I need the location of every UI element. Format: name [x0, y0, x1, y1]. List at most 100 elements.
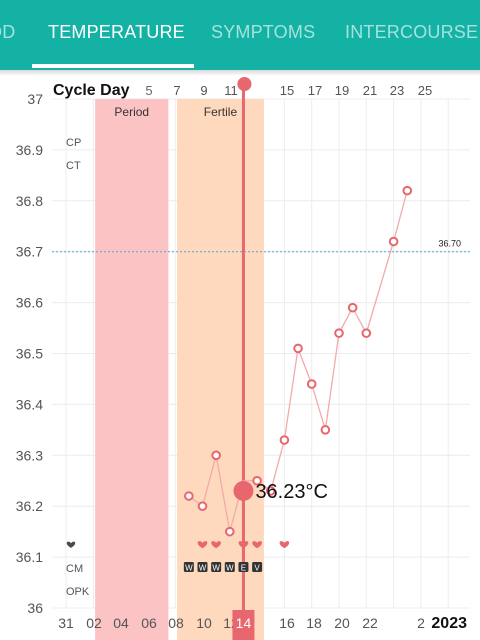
y-tick-label: 36.7 [16, 244, 43, 260]
date-tick: 10 [196, 615, 212, 631]
intercourse-markers [66, 541, 290, 549]
date-tick: 06 [141, 615, 157, 631]
date-axis: 31 02 04 06 08 10 12 16 18 20 22 214 2023 [58, 610, 467, 640]
date-tick: 22 [362, 615, 378, 631]
cycle-day-tick: 15 [280, 83, 294, 98]
coverline-label: 36.70 [438, 239, 461, 249]
cm-badge-label: V [254, 564, 260, 573]
cm-badge [211, 562, 222, 572]
cm-badge [252, 562, 263, 572]
cm-badge [238, 562, 249, 572]
y-tick-label: 36.6 [16, 295, 43, 311]
temperature-point [347, 302, 358, 313]
selected-temperature-label: 36.23°C [255, 481, 328, 503]
temperature-point [361, 328, 372, 338]
row-label-cm: CM [66, 563, 83, 575]
cycle-day-tick: 25 [418, 83, 432, 98]
temperature-point [265, 486, 276, 496]
cm-badge-label: E [241, 564, 246, 573]
heart-icon [66, 541, 76, 548]
temperature-point [197, 501, 208, 512]
tab-bar: OD TEMPERATURE SYMPTOMS INTERCOURSE [0, 0, 480, 70]
temperature-point [293, 343, 303, 354]
cycle-day-tick: 11 [224, 83, 238, 98]
y-tick-label: 36.5 [16, 346, 43, 362]
cycle-day-tick: 5 [145, 83, 152, 98]
temperature-point [388, 236, 399, 247]
period-band-label: Period [114, 105, 149, 119]
selected-temperature-point [233, 480, 254, 501]
cycle-day-tick: 19 [335, 83, 349, 98]
row-label-cp: CP [66, 137, 81, 149]
heart-icon [238, 541, 249, 549]
tab-od[interactable]: OD [0, 22, 16, 42]
y-tick-label: 36.4 [16, 396, 43, 412]
date-tick: 2 [417, 615, 425, 631]
cycle-bands [95, 99, 264, 640]
temperature-point [225, 526, 235, 537]
active-tab-indicator [32, 64, 194, 68]
date-highlight-label: 14 [236, 615, 252, 631]
tab-symptoms[interactable]: SYMPTOMS [211, 22, 316, 42]
cm-badge-label: W [226, 564, 234, 573]
date-tick: 20 [334, 615, 350, 631]
cycle-day-tick: 23 [390, 83, 404, 98]
temperature-point [306, 379, 317, 389]
cm-badge [183, 562, 194, 572]
row-label-ct: CT [66, 160, 81, 172]
temperature-point [184, 491, 194, 501]
heart-icon [252, 541, 262, 549]
coverline: 36.70 [52, 239, 470, 253]
y-axis: 37 36.9 36.8 36.7 36.6 36.5 36.4 36.3 36.2 36.1 36 [16, 91, 43, 616]
cm-badge-label: W [185, 564, 193, 573]
date-tick: 16 [279, 615, 295, 631]
cm-badge-label: W [212, 564, 220, 573]
cm-badge [197, 562, 208, 572]
heart-icon [211, 541, 221, 549]
today-line [237, 77, 252, 626]
fertile-band-label: Fertile [204, 105, 238, 119]
temperature-series: 36.23°C [184, 185, 413, 537]
cycle-day-title: Cycle Day [53, 82, 130, 99]
date-tick: 02 [86, 615, 102, 631]
date-tick: 04 [113, 615, 129, 631]
cycle-day-axis: Cycle Day 5 7 9 11 15 17 19 21 23 25 [53, 82, 432, 99]
temperature-point [252, 475, 262, 486]
cycle-day-tick: 17 [308, 83, 322, 98]
y-tick-label: 36.8 [16, 193, 43, 209]
date-tick: 31 [58, 615, 74, 631]
symptom-rows: CP CT CM OPK [66, 137, 90, 598]
cycle-day-tick: 9 [200, 83, 207, 98]
row-label-opk: OPK [66, 586, 90, 598]
today-marker-dot [237, 77, 252, 91]
cm-badge [224, 562, 235, 572]
temperature-point [211, 450, 221, 461]
year-label: 2023 [431, 615, 467, 632]
tab-temperature[interactable]: TEMPERATURE [48, 22, 185, 42]
y-tick-label: 36.1 [16, 549, 43, 565]
band-labels: Period Fertile [114, 105, 237, 119]
temperature-chart[interactable]: Period Fertile 36.70 36.23°C 37 36.9 36.8 36… [0, 70, 480, 640]
y-tick-label: 36 [27, 600, 43, 616]
cycle-day-tick: 21 [363, 83, 377, 98]
heart-icon [279, 541, 290, 549]
toolbar-shadow [0, 70, 480, 76]
y-tick-label: 36.9 [16, 142, 43, 158]
date-tick: 08 [168, 615, 184, 631]
cycle-day-tick: 7 [173, 83, 180, 98]
temperature-point [320, 425, 331, 435]
y-tick-label: 37 [27, 91, 43, 107]
temperature-point [402, 185, 413, 196]
date-highlight-box [232, 610, 255, 640]
tab-intercourse[interactable]: INTERCOURSE [345, 22, 479, 42]
y-tick-label: 36.3 [16, 447, 43, 463]
fertile-band [177, 99, 264, 640]
heart-icon [197, 541, 208, 549]
temperature-point [279, 435, 290, 445]
cm-badge-label: W [199, 564, 207, 573]
temperature-point [334, 328, 344, 338]
temperature-line [188, 190, 408, 532]
y-tick-label: 36.2 [16, 498, 43, 514]
period-band [95, 99, 169, 640]
